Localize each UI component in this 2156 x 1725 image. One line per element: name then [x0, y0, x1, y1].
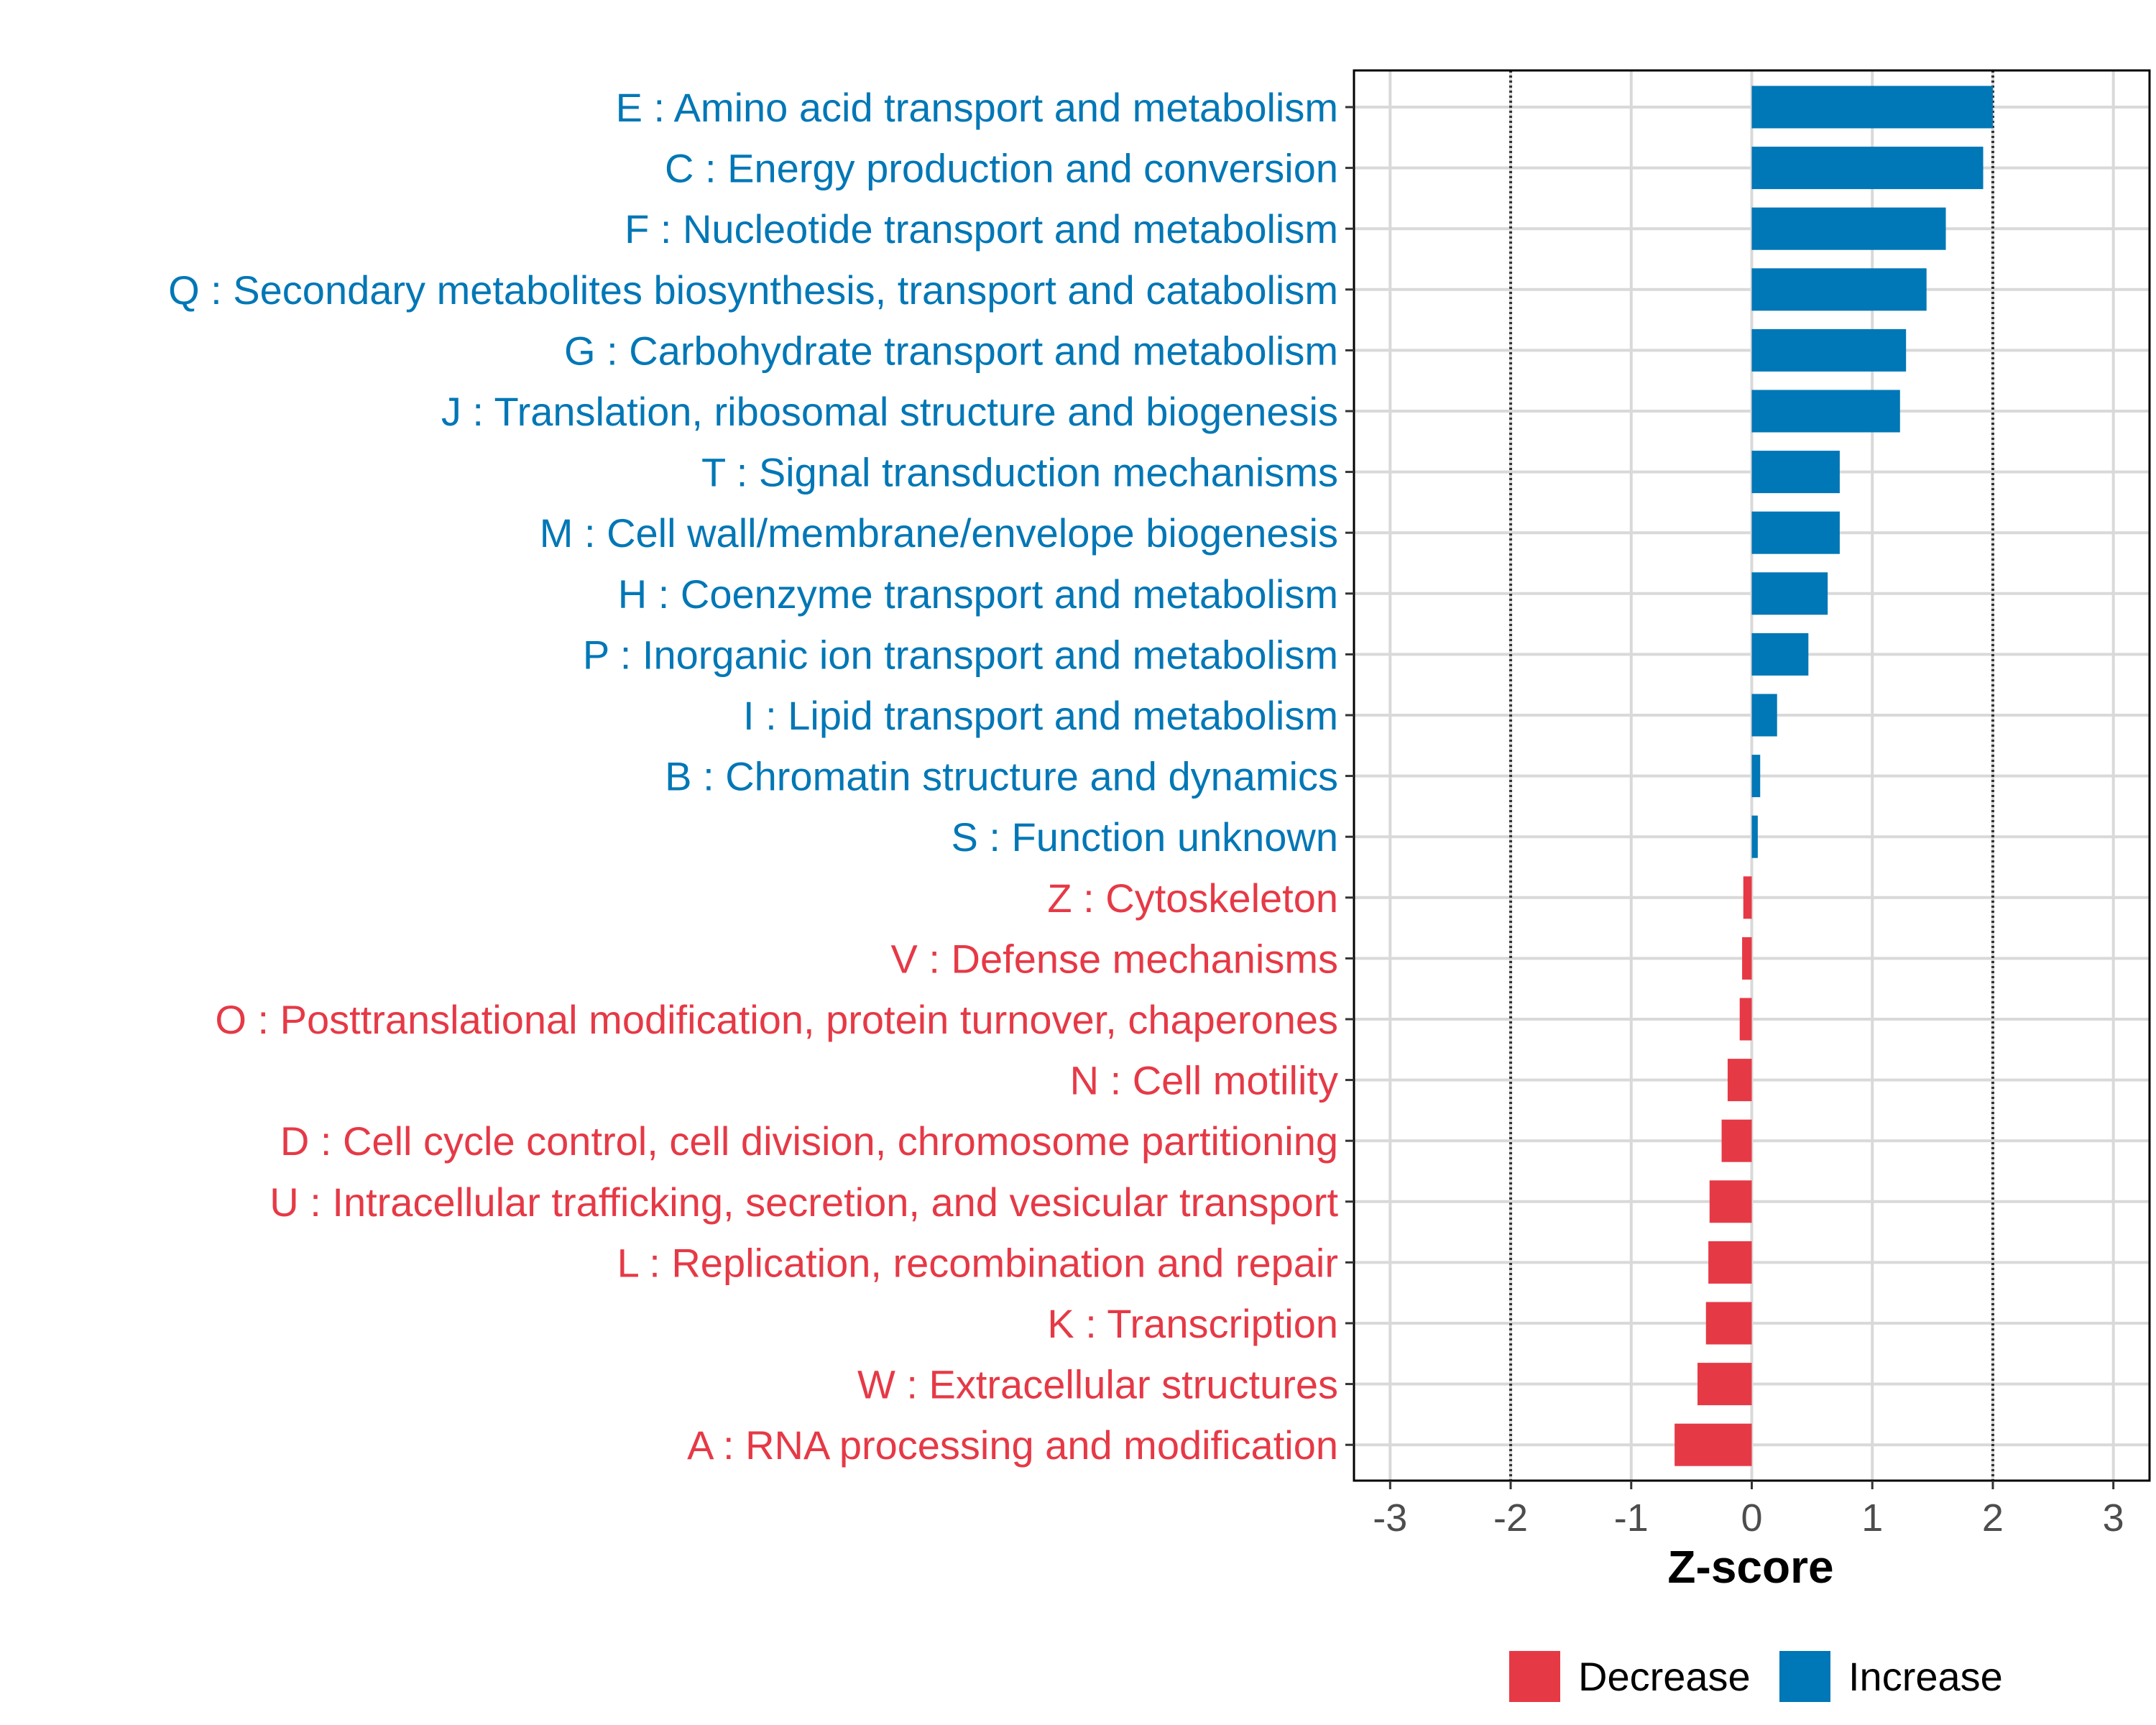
- bar: [1751, 815, 1758, 858]
- category-label: D : Cell cycle control, cell division, c…: [280, 1118, 1338, 1164]
- category-label: F : Nucleotide transport and metabolism: [625, 206, 1338, 252]
- bar: [1751, 86, 1993, 129]
- category-label: O : Posttranslational modification, prot…: [215, 997, 1338, 1042]
- bar: [1751, 694, 1777, 737]
- bar: [1709, 1180, 1752, 1223]
- category-label: Q : Secondary metabolites biosynthesis, …: [168, 267, 1338, 313]
- legend: Decrease Increase: [1509, 1651, 2003, 1702]
- x-tick-label: 2: [1982, 1496, 2004, 1540]
- bar: [1727, 1059, 1752, 1102]
- category-label: U : Intracellular trafficking, secretion…: [270, 1179, 1338, 1225]
- category-label: C : Energy production and conversion: [665, 146, 1338, 191]
- category-label: Z : Cytoskeleton: [1047, 875, 1338, 921]
- bar: [1751, 755, 1761, 798]
- x-axis-title: Z-score: [1667, 1541, 1833, 1593]
- x-tick-label: 1: [1861, 1496, 1883, 1540]
- bar: [1739, 998, 1752, 1041]
- bar: [1743, 876, 1752, 919]
- category-label: G : Carbohydrate transport and metabolis…: [564, 328, 1338, 373]
- category-label: S : Function unknown: [951, 814, 1338, 860]
- bar: [1751, 511, 1840, 554]
- bar: [1674, 1423, 1752, 1466]
- bar: [1708, 1241, 1752, 1284]
- category-label: V : Defense mechanisms: [891, 936, 1338, 981]
- x-tick-label: -3: [1373, 1496, 1407, 1540]
- category-label: N : Cell motility: [1070, 1058, 1338, 1103]
- bar: [1751, 328, 1907, 372]
- bar: [1742, 937, 1752, 980]
- bar: [1751, 632, 1809, 676]
- bar: [1751, 572, 1828, 615]
- x-tick-label: -2: [1493, 1496, 1528, 1540]
- category-label: W : Extracellular structures: [857, 1362, 1338, 1407]
- category-label: M : Cell wall/membrane/envelope biogenes…: [540, 510, 1338, 556]
- legend-label: Decrease: [1578, 1654, 1751, 1699]
- category-label: E : Amino acid transport and metabolism: [616, 85, 1338, 130]
- category-label: I : Lipid transport and metabolism: [743, 693, 1338, 738]
- bar: [1751, 451, 1840, 494]
- bar: [1751, 268, 1927, 311]
- bar: [1697, 1363, 1752, 1406]
- x-tick-label: 3: [2103, 1496, 2124, 1540]
- category-label: K : Transcription: [1047, 1301, 1338, 1346]
- bar: [1751, 390, 1900, 433]
- category-label: B : Chromatin structure and dynamics: [665, 754, 1338, 799]
- legend-swatch: [1779, 1651, 1830, 1702]
- category-label: T : Signal transduction mechanisms: [701, 450, 1338, 495]
- category-label: A : RNA processing and modification: [687, 1422, 1338, 1468]
- category-label: H : Coenzyme transport and metabolism: [618, 571, 1338, 617]
- legend-swatch: [1509, 1651, 1560, 1702]
- legend-label: Increase: [1848, 1654, 2003, 1699]
- x-tick-label: -1: [1614, 1496, 1649, 1540]
- bar: [1721, 1119, 1752, 1162]
- bar: [1751, 147, 1984, 190]
- x-tick-label: 0: [1741, 1496, 1762, 1540]
- category-label: J : Translation, ribosomal structure and…: [441, 389, 1338, 434]
- bar: [1751, 207, 1946, 250]
- category-label: P : Inorganic ion transport and metaboli…: [583, 632, 1338, 677]
- bar: [1705, 1302, 1752, 1345]
- category-label: L : Replication, recombination and repai…: [617, 1240, 1338, 1285]
